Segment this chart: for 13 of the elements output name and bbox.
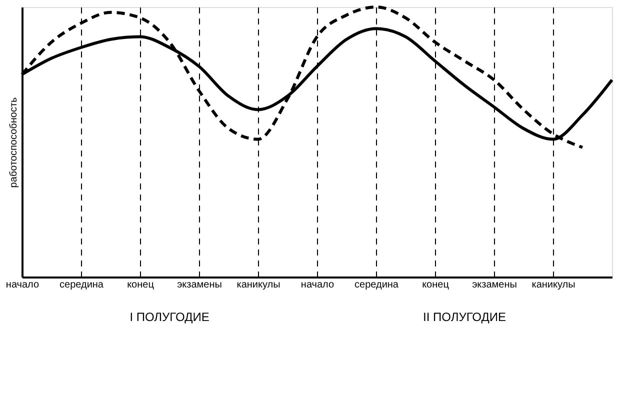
x-tick-label: каникулы (236, 280, 280, 290)
text: II ПОЛУГОДИЕ (423, 310, 506, 324)
y-axis-title: работоспособность (8, 97, 20, 188)
x-tick-label: середина (354, 280, 399, 290)
x-tick-label: середина (60, 280, 104, 290)
text: I ПОЛУГОДИЕ (130, 310, 210, 324)
x-tick-label: начало (6, 280, 40, 290)
x-tick-label: конец (422, 280, 450, 290)
x-tick-label: экзамены (177, 280, 222, 290)
x-tick-label: начало (300, 280, 335, 290)
x-tick-label: конец (127, 280, 154, 290)
x-tick-label: экзамены (472, 280, 517, 290)
x-tick-label: каникулы (532, 280, 576, 290)
